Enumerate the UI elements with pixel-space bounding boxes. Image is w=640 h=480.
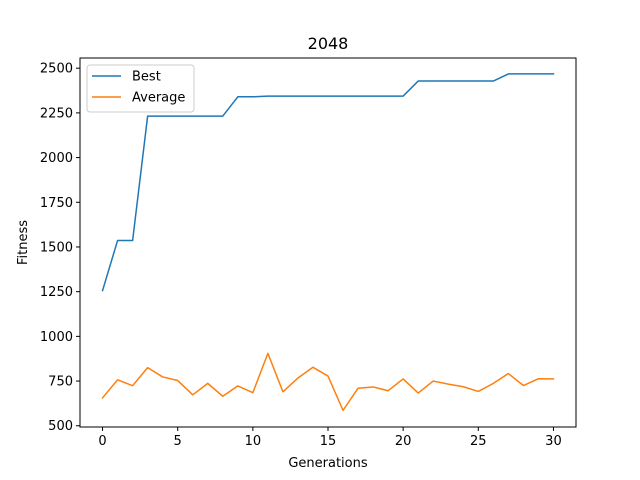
y-tick-label: 500	[48, 419, 73, 434]
y-tick-label: 1250	[40, 285, 73, 300]
x-axis-label: Generations	[288, 456, 368, 471]
y-tick-label: 2000	[40, 151, 73, 166]
y-tick-label: 1750	[40, 196, 73, 211]
x-tick-label: 10	[245, 434, 262, 449]
series-line-average	[101, 352, 555, 412]
x-tick-label: 15	[320, 434, 337, 449]
legend: Best Average	[86, 64, 195, 113]
x-axis: 0 5 10 15 20 25 30	[98, 427, 562, 449]
x-tick-label: 25	[470, 434, 487, 449]
y-tick-label: 2250	[40, 106, 73, 121]
series-line-best	[101, 73, 555, 292]
y-axis: 500 750 1000 1250 1500 1750 2000 2250 2500	[40, 62, 80, 434]
y-axis-label: Fitness	[16, 220, 31, 265]
y-tick-label: 2500	[40, 62, 73, 77]
y-tick-label: 1000	[40, 330, 73, 345]
x-tick-label: 30	[545, 434, 562, 449]
y-tick-label: 1500	[40, 240, 73, 255]
plot-lines	[101, 73, 555, 412]
legend-label-average: Average	[132, 91, 185, 106]
x-tick-label: 5	[174, 434, 182, 449]
legend-label-best: Best	[132, 70, 161, 85]
x-tick-label: 20	[395, 434, 412, 449]
x-tick-label: 0	[98, 434, 106, 449]
chart-title: 2048	[308, 34, 349, 53]
y-tick-label: 750	[48, 375, 73, 390]
